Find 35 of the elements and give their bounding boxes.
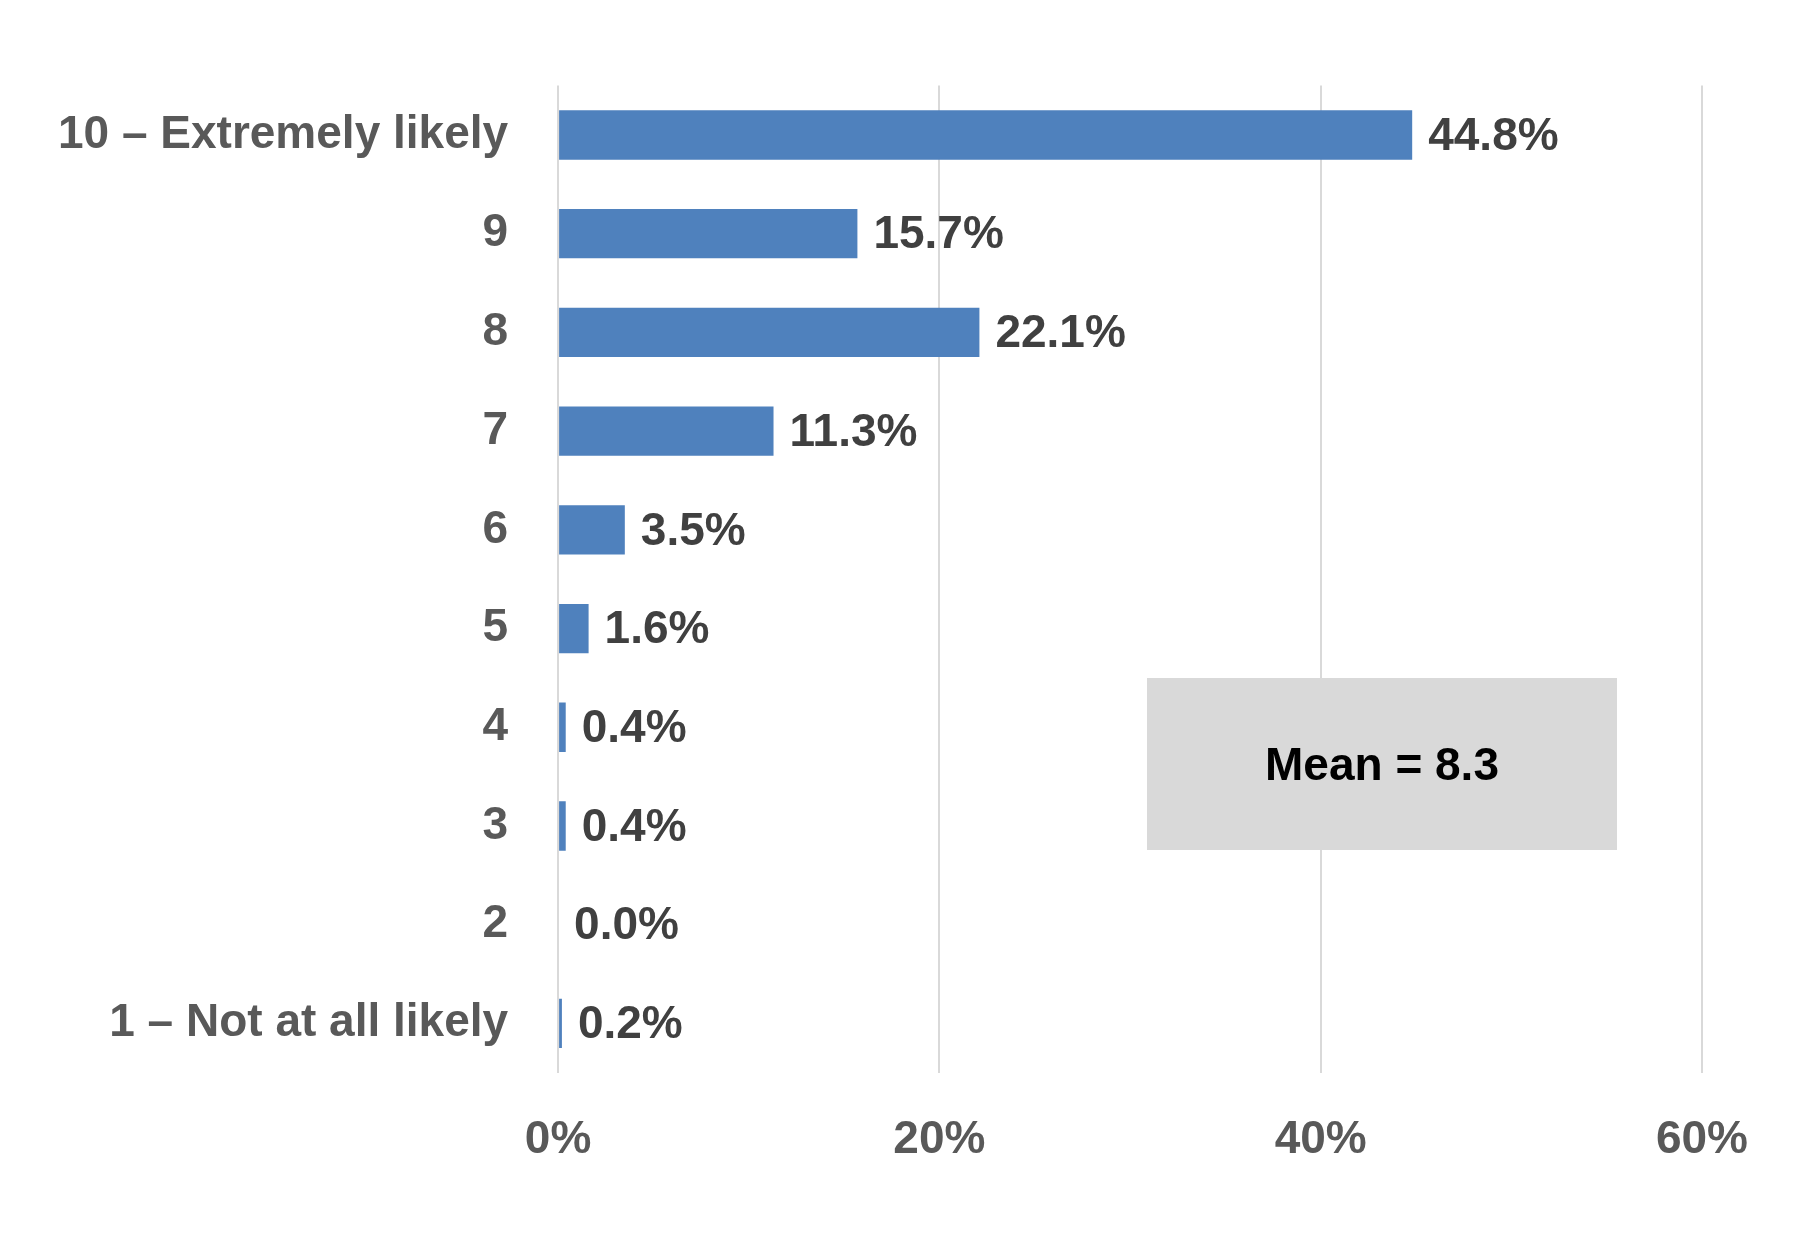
data-label: 0.4% [581,798,687,851]
x-tick-label: 0% [524,1111,592,1164]
annotation: Mean = 8.3 [1265,737,1499,791]
data-label: 22.1% [995,305,1126,358]
data-label: 44.8% [1428,107,1559,160]
bar [559,702,566,752]
bar [559,603,589,654]
bar [559,801,566,851]
bar [559,209,858,259]
y-tick-label: 9 [482,204,509,257]
y-tick-label: 6 [482,500,509,553]
y-tick-label: 4 [482,697,509,750]
y-tick-label: 5 [482,599,509,652]
label-box: Mean = 8.3 [1147,678,1617,850]
y-tick-label: 7 [482,401,509,454]
y-tick-label: 8 [482,303,509,356]
y-tick-label: 3 [482,796,509,849]
bar [559,307,980,358]
data-label: 11.3% [789,403,918,456]
x-tick-label: 20% [893,1111,986,1164]
x-tick-label: 40% [1274,1111,1367,1164]
data-label: 0.2% [577,996,683,1049]
data-label: 0.4% [581,699,687,752]
data-label: 0.0% [574,897,679,950]
x-tick-label: 60% [1655,1111,1749,1164]
bar [559,505,625,555]
bar [559,406,774,456]
bar [559,998,562,1049]
y-tick-label: 2 [482,895,509,948]
data-label: 1.6% [604,601,710,654]
data-label: 3.5% [640,502,746,555]
y-tick-label: 10 – Extremely likely [57,105,509,158]
data-label: 15.7% [873,206,1004,259]
bar [559,110,1413,160]
y-tick-label: 1 – Not at all likely [109,994,509,1047]
